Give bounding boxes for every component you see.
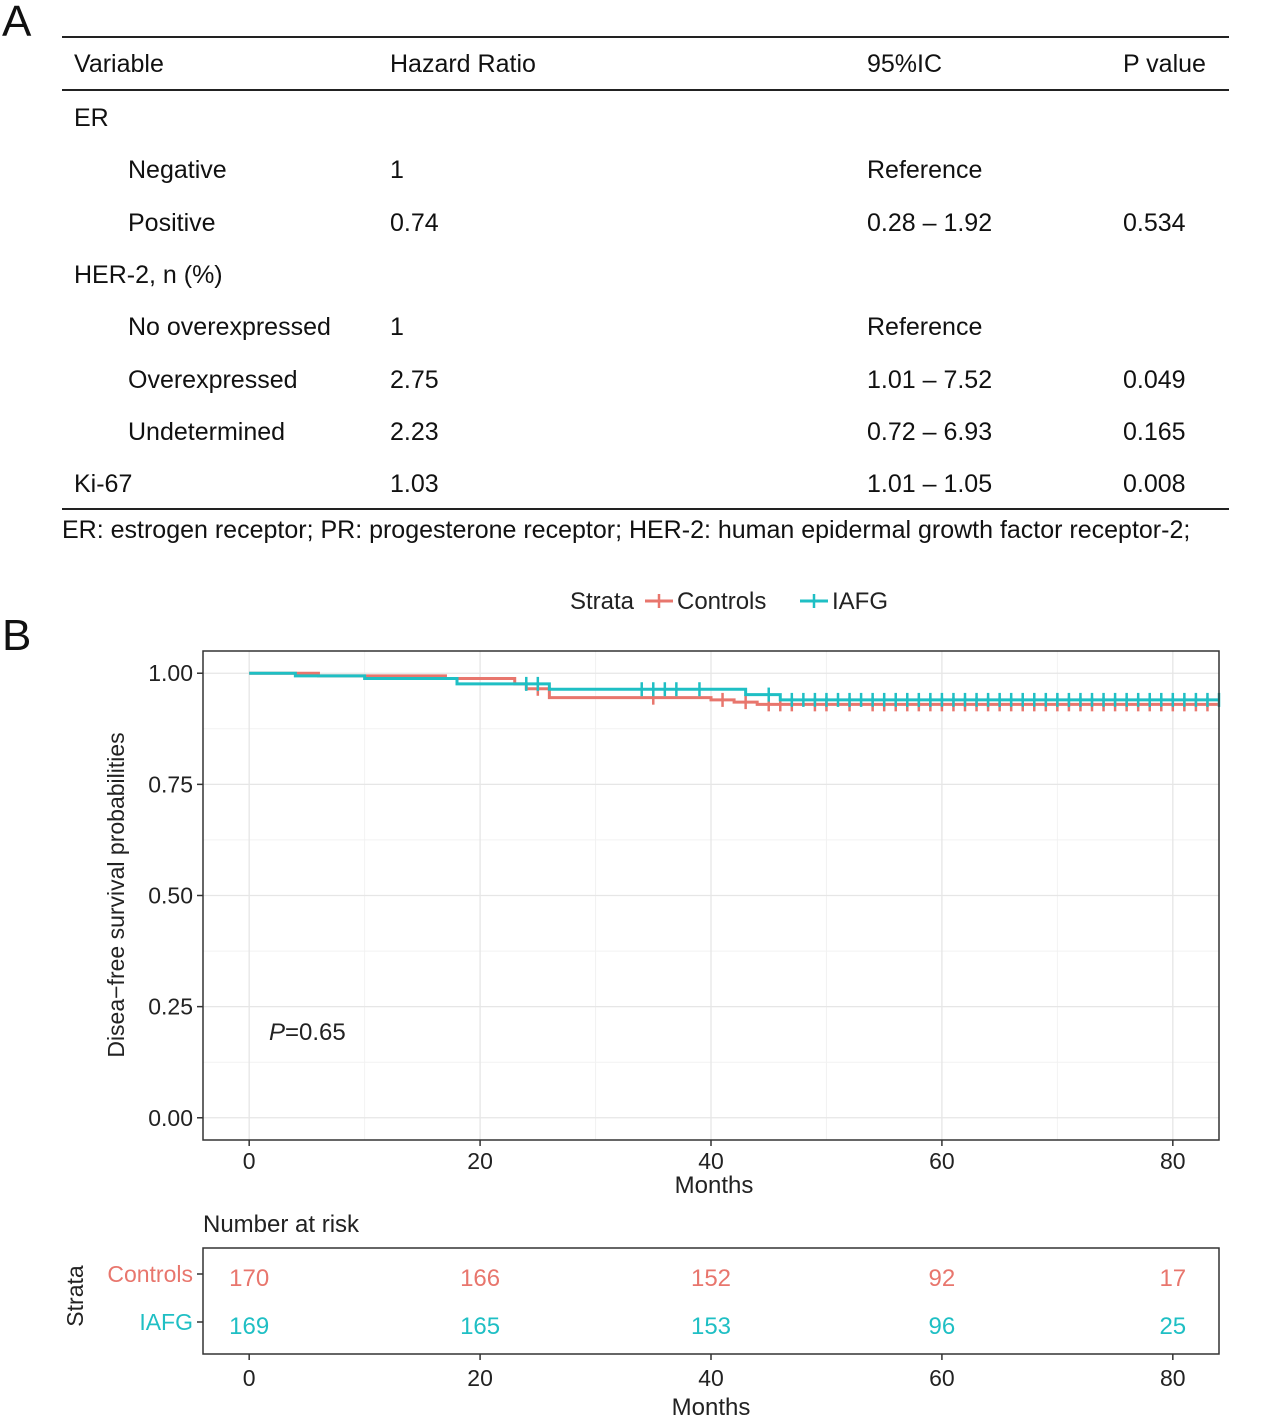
legend-title: Strata [570, 588, 635, 615]
table-cell-variable: ER [74, 104, 109, 132]
risk-x-tick-label: 40 [698, 1365, 724, 1391]
x-tick-label: 80 [1160, 1148, 1186, 1174]
header-variable: Variable [74, 50, 164, 78]
x-tick-label: 20 [467, 1148, 493, 1174]
table-cell-variable: Overexpressed [128, 365, 298, 394]
x-axis-label: Months [675, 1172, 754, 1199]
table-cell-variable: No overexpressed [128, 313, 331, 342]
risk-value: 17 [1159, 1265, 1186, 1292]
table-cell-ci: 1.01 – 7.52 [867, 365, 993, 394]
table-cell-variable: Negative [128, 156, 227, 185]
risk-x-tick-label: 0 [243, 1365, 256, 1391]
x-tick-label: 40 [698, 1148, 724, 1174]
risk-row-label-iafg: IAFG [139, 1309, 193, 1335]
y-tick-label: 0.50 [148, 883, 193, 909]
table-footnote: ER: estrogen receptor; PR: progesterone … [62, 516, 1191, 544]
table-bottom-rule [62, 508, 1229, 510]
table-cell-ci: 1.01 – 1.05 [867, 470, 993, 499]
risk-value: 166 [460, 1265, 500, 1292]
x-tick-label: 0 [243, 1148, 256, 1174]
table-cell-p-value: 0.008 [1123, 470, 1186, 499]
table-cell-p-value: 0.165 [1123, 417, 1186, 446]
risk-table-title: Number at risk [203, 1211, 360, 1238]
legend-label-iafg: IAFG [832, 588, 888, 615]
risk-value: 152 [691, 1265, 731, 1292]
table-cell-ci: 0.28 – 1.92 [867, 208, 993, 237]
table-cell-ci: 0.72 – 6.93 [867, 417, 993, 446]
table-header-rule [62, 89, 1229, 91]
legend-label-controls: Controls [677, 588, 766, 615]
series-line-iafg [249, 671, 1219, 702]
header-p-value: P value [1123, 50, 1206, 78]
table-cell-ci: Reference [867, 156, 983, 185]
risk-value: 153 [691, 1313, 731, 1340]
table-cell-hazard-ratio: 2.23 [390, 417, 439, 446]
table-cell-variable: HER-2, n (%) [74, 260, 223, 289]
x-tick-label: 60 [929, 1148, 955, 1174]
risk-x-axis-label: Months [672, 1394, 751, 1421]
risk-x-tick-label: 80 [1160, 1365, 1186, 1391]
risk-value: 170 [229, 1265, 269, 1292]
risk-x-tick-label: 20 [467, 1365, 493, 1391]
table-cell-ci: Reference [867, 313, 983, 342]
table-cell-p-value: 0.049 [1123, 365, 1186, 394]
y-tick-label: 0.00 [148, 1105, 193, 1131]
table-cell-hazard-ratio: 1 [390, 313, 404, 342]
risk-value: 25 [1159, 1313, 1186, 1340]
p-value-annotation: P=0.65 [269, 1019, 346, 1046]
table-cell-variable: Undetermined [128, 417, 286, 446]
y-tick-label: 0.75 [148, 771, 193, 797]
table-cell-variable: Positive [128, 208, 216, 237]
risk-value: 96 [929, 1313, 956, 1340]
header-hazard-ratio: Hazard Ratio [390, 50, 536, 78]
table-top-rule [62, 36, 1229, 38]
risk-x-tick-label: 60 [929, 1365, 955, 1391]
y-tick-label: 0.25 [148, 994, 193, 1020]
risk-value: 165 [460, 1313, 500, 1340]
table-cell-hazard-ratio: 2.75 [390, 365, 439, 394]
header-ci: 95%IC [867, 50, 943, 78]
y-tick-label: 1.00 [148, 660, 193, 686]
risk-value: 169 [229, 1313, 269, 1340]
panel-b-label: B [2, 611, 32, 660]
risk-row-label-controls: Controls [107, 1261, 193, 1287]
table-cell-p-value: 0.534 [1123, 208, 1186, 237]
table-cell-hazard-ratio: 0.74 [390, 208, 439, 237]
risk-table-y-label: Strata [62, 1265, 88, 1327]
risk-value: 92 [929, 1265, 956, 1292]
y-axis-label: Disea−free survival probabilities [103, 732, 129, 1057]
table-cell-hazard-ratio: 1.03 [390, 470, 439, 499]
panel-a-label: A [2, 0, 32, 46]
table-cell-hazard-ratio: 1 [390, 156, 404, 185]
table-cell-variable: Ki-67 [74, 470, 133, 499]
